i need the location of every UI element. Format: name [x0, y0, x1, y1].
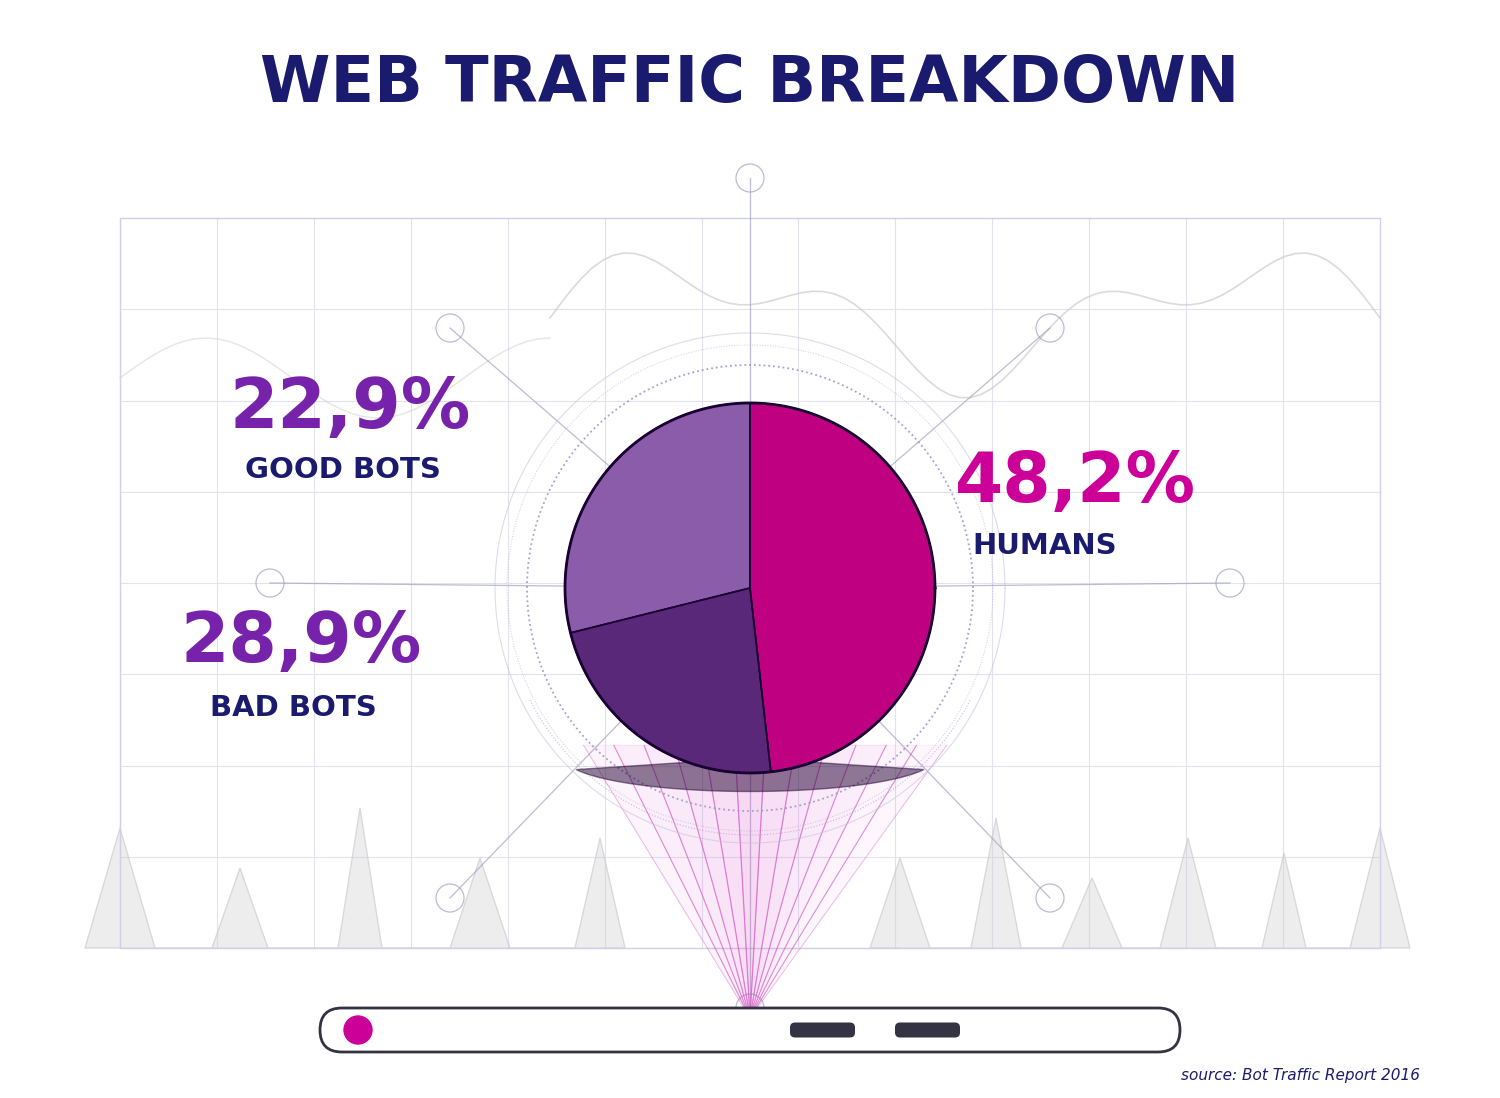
Polygon shape — [614, 746, 750, 1018]
Text: 22,9%: 22,9% — [230, 374, 471, 441]
Text: HUMANS: HUMANS — [972, 533, 1116, 560]
Text: 48,2%: 48,2% — [956, 449, 1196, 516]
Polygon shape — [566, 403, 750, 632]
Polygon shape — [705, 746, 750, 1018]
Polygon shape — [750, 746, 916, 1018]
FancyBboxPatch shape — [896, 1022, 960, 1038]
Polygon shape — [576, 759, 924, 792]
Polygon shape — [750, 403, 934, 772]
Polygon shape — [644, 746, 750, 1018]
Polygon shape — [86, 808, 626, 948]
Polygon shape — [735, 746, 765, 1018]
Circle shape — [344, 1016, 372, 1044]
Text: WEB TRAFFIC BREAKDOWN: WEB TRAFFIC BREAKDOWN — [261, 53, 1239, 115]
Polygon shape — [675, 746, 750, 1018]
FancyBboxPatch shape — [320, 1008, 1180, 1052]
Polygon shape — [750, 746, 825, 1018]
FancyBboxPatch shape — [790, 1022, 855, 1038]
Polygon shape — [584, 746, 750, 1018]
Polygon shape — [750, 746, 856, 1018]
Text: source: Bot Traffic Report 2016: source: Bot Traffic Report 2016 — [1180, 1068, 1420, 1083]
Text: BAD BOTS: BAD BOTS — [210, 694, 376, 722]
Polygon shape — [570, 589, 771, 773]
Polygon shape — [750, 746, 886, 1018]
Text: GOOD BOTS: GOOD BOTS — [244, 456, 441, 484]
Text: 28,9%: 28,9% — [180, 609, 422, 676]
Polygon shape — [750, 746, 946, 1018]
Polygon shape — [870, 818, 1410, 948]
Polygon shape — [750, 746, 795, 1018]
